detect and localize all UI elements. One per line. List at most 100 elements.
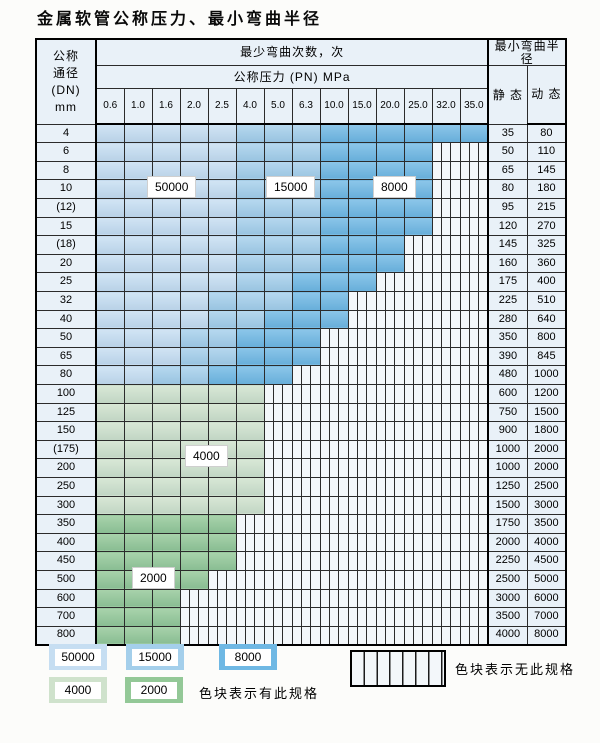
cell-no-spec <box>291 514 321 534</box>
cell-no-spec <box>319 551 349 571</box>
cell-spec-b1 <box>123 328 153 348</box>
cell-spec-b1 <box>123 160 153 181</box>
cell-no-spec <box>291 439 321 460</box>
cell-no-spec <box>291 551 321 571</box>
legend-value-50000: 50000 <box>55 648 101 666</box>
dynamic-radius-value: 3500 <box>526 514 567 534</box>
cell-no-spec <box>347 309 377 330</box>
cell-no-spec <box>319 476 349 497</box>
cell-spec-b1 <box>95 179 125 200</box>
cell-no-spec <box>179 625 209 646</box>
cell-spec-g2 <box>123 532 153 553</box>
cell-no-spec <box>375 607 405 627</box>
cell-no-spec <box>347 588 377 609</box>
cell-spec-b1 <box>123 198 153 218</box>
cell-no-spec <box>291 402 321 423</box>
cycles-label-2000: 2000 <box>132 567 175 589</box>
page-title: 金属软管公称压力、最小弯曲半径 <box>37 11 323 28</box>
dn-header: 公称 通径 (DN) mm <box>35 38 97 125</box>
cell-no-spec <box>431 272 461 293</box>
cell-spec-g1 <box>95 476 125 497</box>
cell-spec-g2 <box>207 532 237 553</box>
cell-spec-b2 <box>207 291 237 311</box>
table-row-dn-200: 200 1000 2000 <box>35 458 567 478</box>
cell-no-spec <box>347 476 377 497</box>
cell-spec-b2 <box>291 142 321 162</box>
cell-spec-g1 <box>179 476 209 497</box>
dynamic-radius-value: 8000 <box>526 625 567 646</box>
cell-no-spec <box>431 179 461 200</box>
cell-spec-b3 <box>347 179 377 200</box>
cell-no-spec <box>403 495 433 516</box>
static-radius-value: 2250 <box>487 551 528 571</box>
dn-value: 500 <box>35 569 97 590</box>
nominal-pressure-header: 公称压力 (PN) MPa <box>95 65 489 90</box>
cell-spec-b1 <box>95 216 125 237</box>
cell-no-spec <box>459 253 489 274</box>
dn-value: 25 <box>35 272 97 293</box>
pressure-col-2.0: 2.0 <box>179 88 209 126</box>
cell-spec-b3 <box>319 142 349 162</box>
cell-no-spec <box>403 551 433 571</box>
cell-no-spec <box>263 569 293 590</box>
cell-spec-g1 <box>207 476 237 497</box>
cell-spec-b1 <box>95 253 125 274</box>
table-row-dn-50: 50 350 800 <box>35 328 567 348</box>
cell-spec-b1 <box>151 216 181 237</box>
dynamic-radius-value: 180 <box>526 179 567 200</box>
dn-value: 80 <box>35 365 97 385</box>
cell-spec-b3 <box>291 291 321 311</box>
cell-spec-g2 <box>123 625 153 646</box>
cell-spec-b3 <box>319 253 349 274</box>
table-row-dn-600: 600 3000 6000 <box>35 588 567 609</box>
cell-spec-g1 <box>179 495 209 516</box>
cell-spec-g1 <box>123 402 153 423</box>
dn-value: 350 <box>35 514 97 534</box>
cell-no-spec <box>431 514 461 534</box>
cell-no-spec <box>459 495 489 516</box>
cell-spec-b3 <box>235 328 265 348</box>
cell-no-spec <box>235 607 265 627</box>
cell-no-spec <box>375 402 405 423</box>
cell-no-spec <box>431 198 461 218</box>
cell-no-spec <box>263 551 293 571</box>
cell-spec-g1 <box>123 439 153 460</box>
table-row-dn-800: 800 4000 8000 <box>35 625 567 646</box>
dynamic-radius-value: 110 <box>526 142 567 162</box>
cell-no-spec <box>459 551 489 571</box>
cell-spec-b3 <box>375 216 405 237</box>
cell-no-spec <box>291 421 321 441</box>
cell-spec-b1 <box>123 253 153 274</box>
dn-value: 8 <box>35 160 97 181</box>
cell-no-spec <box>319 346 349 367</box>
cell-no-spec <box>375 291 405 311</box>
cell-no-spec <box>459 216 489 237</box>
pressure-col-10.0: 10.0 <box>319 88 349 126</box>
cell-spec-g1 <box>179 421 209 441</box>
cell-spec-b2 <box>151 365 181 385</box>
cell-no-spec <box>291 458 321 478</box>
cell-spec-b1 <box>179 272 209 293</box>
cell-spec-g1 <box>151 421 181 441</box>
cell-spec-b2 <box>291 198 321 218</box>
cell-spec-b2 <box>179 346 209 367</box>
table-row-dn-175: (175) 1000 2000 <box>35 439 567 460</box>
cell-no-spec <box>291 365 321 385</box>
cell-spec-g1 <box>95 495 125 516</box>
cell-no-spec <box>459 607 489 627</box>
cell-spec-b1 <box>95 291 125 311</box>
cell-spec-b1 <box>207 198 237 218</box>
table-row-dn-450: 450 2250 4500 <box>35 551 567 571</box>
cell-no-spec <box>459 309 489 330</box>
dn-value: 4 <box>35 123 97 144</box>
pressure-col-0.6: 0.6 <box>95 88 125 126</box>
dynamic-radius-value: 5000 <box>526 569 567 590</box>
cell-spec-b1 <box>123 179 153 200</box>
bend-cycles-header: 最少弯曲次数，次 <box>95 38 489 67</box>
cell-spec-b2 <box>291 123 321 144</box>
cell-spec-b1 <box>179 291 209 311</box>
static-radius-value: 80 <box>487 179 528 200</box>
cell-spec-b1 <box>207 272 237 293</box>
cell-no-spec <box>403 328 433 348</box>
cell-spec-b2 <box>263 216 293 237</box>
